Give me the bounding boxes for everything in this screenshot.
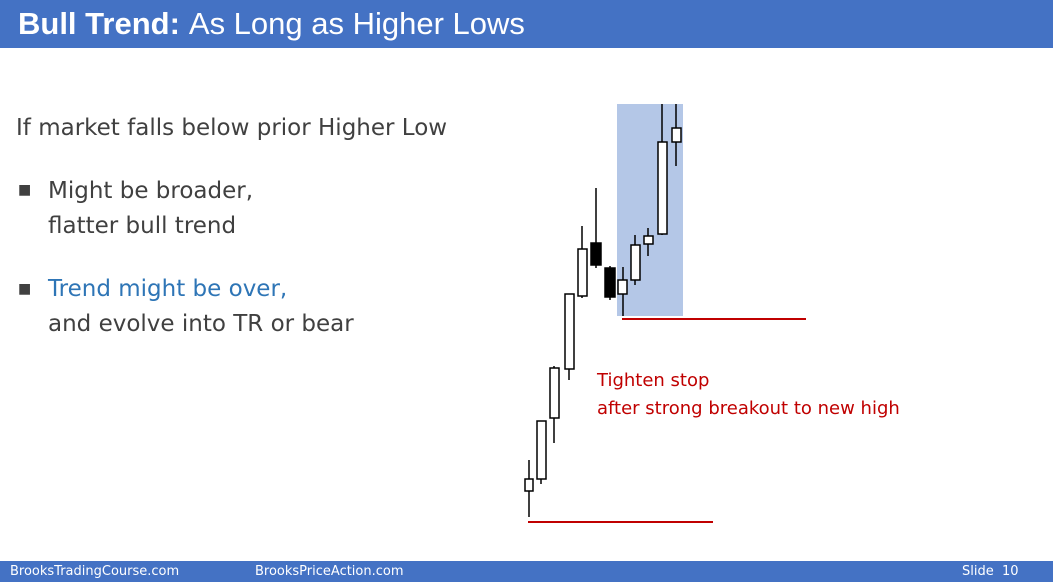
slide-label: Slide	[962, 564, 994, 579]
slide-title-bar: Bull Trend: As Long as Higher Lows	[0, 0, 1053, 48]
footer-left-link[interactable]: BrooksTradingCourse.com	[10, 564, 180, 579]
candle-6-body	[590, 242, 602, 266]
slide-title-bold: Bull Trend:	[18, 6, 180, 41]
bullet-2-accent-line: Trend might be over,	[48, 276, 288, 302]
candle-3-body	[549, 367, 560, 419]
slide-number: 10	[1002, 564, 1019, 579]
candle-2-body	[536, 420, 547, 480]
chart-note-line-1: Tighten stop	[597, 370, 710, 391]
chart-note: Tighten stop after strong breakout to ne…	[597, 367, 900, 423]
candle-7-body	[604, 267, 616, 298]
candle-1-body	[524, 478, 534, 492]
candle-10-body	[643, 235, 654, 245]
candles-group	[524, 104, 682, 517]
candle-4-body	[564, 293, 575, 370]
intro-text: If market falls below prior Higher Low	[16, 115, 448, 141]
candle-9-body	[630, 244, 641, 281]
bullet-text-2: Trend might be over, and evolve into TR …	[48, 272, 354, 342]
bullet-1-line-1: Might be broader,	[48, 178, 254, 204]
candle-12-body	[671, 127, 682, 143]
candle-11-body	[657, 141, 668, 235]
bullet-marker-2: ■	[18, 281, 32, 297]
candle-5-body	[577, 248, 588, 297]
bullet-2-line-2: and evolve into TR or bear	[48, 311, 354, 337]
chart-note-line-2: after strong breakout to new high	[597, 398, 900, 419]
candlestick-chart	[524, 104, 806, 523]
footer-bar: BrooksTradingCourse.com BrooksPriceActio…	[0, 561, 1053, 582]
candle-8-body	[617, 279, 628, 295]
bullet-text-1: Might be broader, flatter bull trend	[48, 174, 253, 244]
slide-title-rest: As Long as Higher Lows	[188, 6, 525, 41]
bullet-marker-1: ■	[18, 182, 32, 198]
bullet-1-line-2: flatter bull trend	[48, 213, 237, 239]
footer-center-link[interactable]: BrooksPriceAction.com	[255, 564, 404, 579]
